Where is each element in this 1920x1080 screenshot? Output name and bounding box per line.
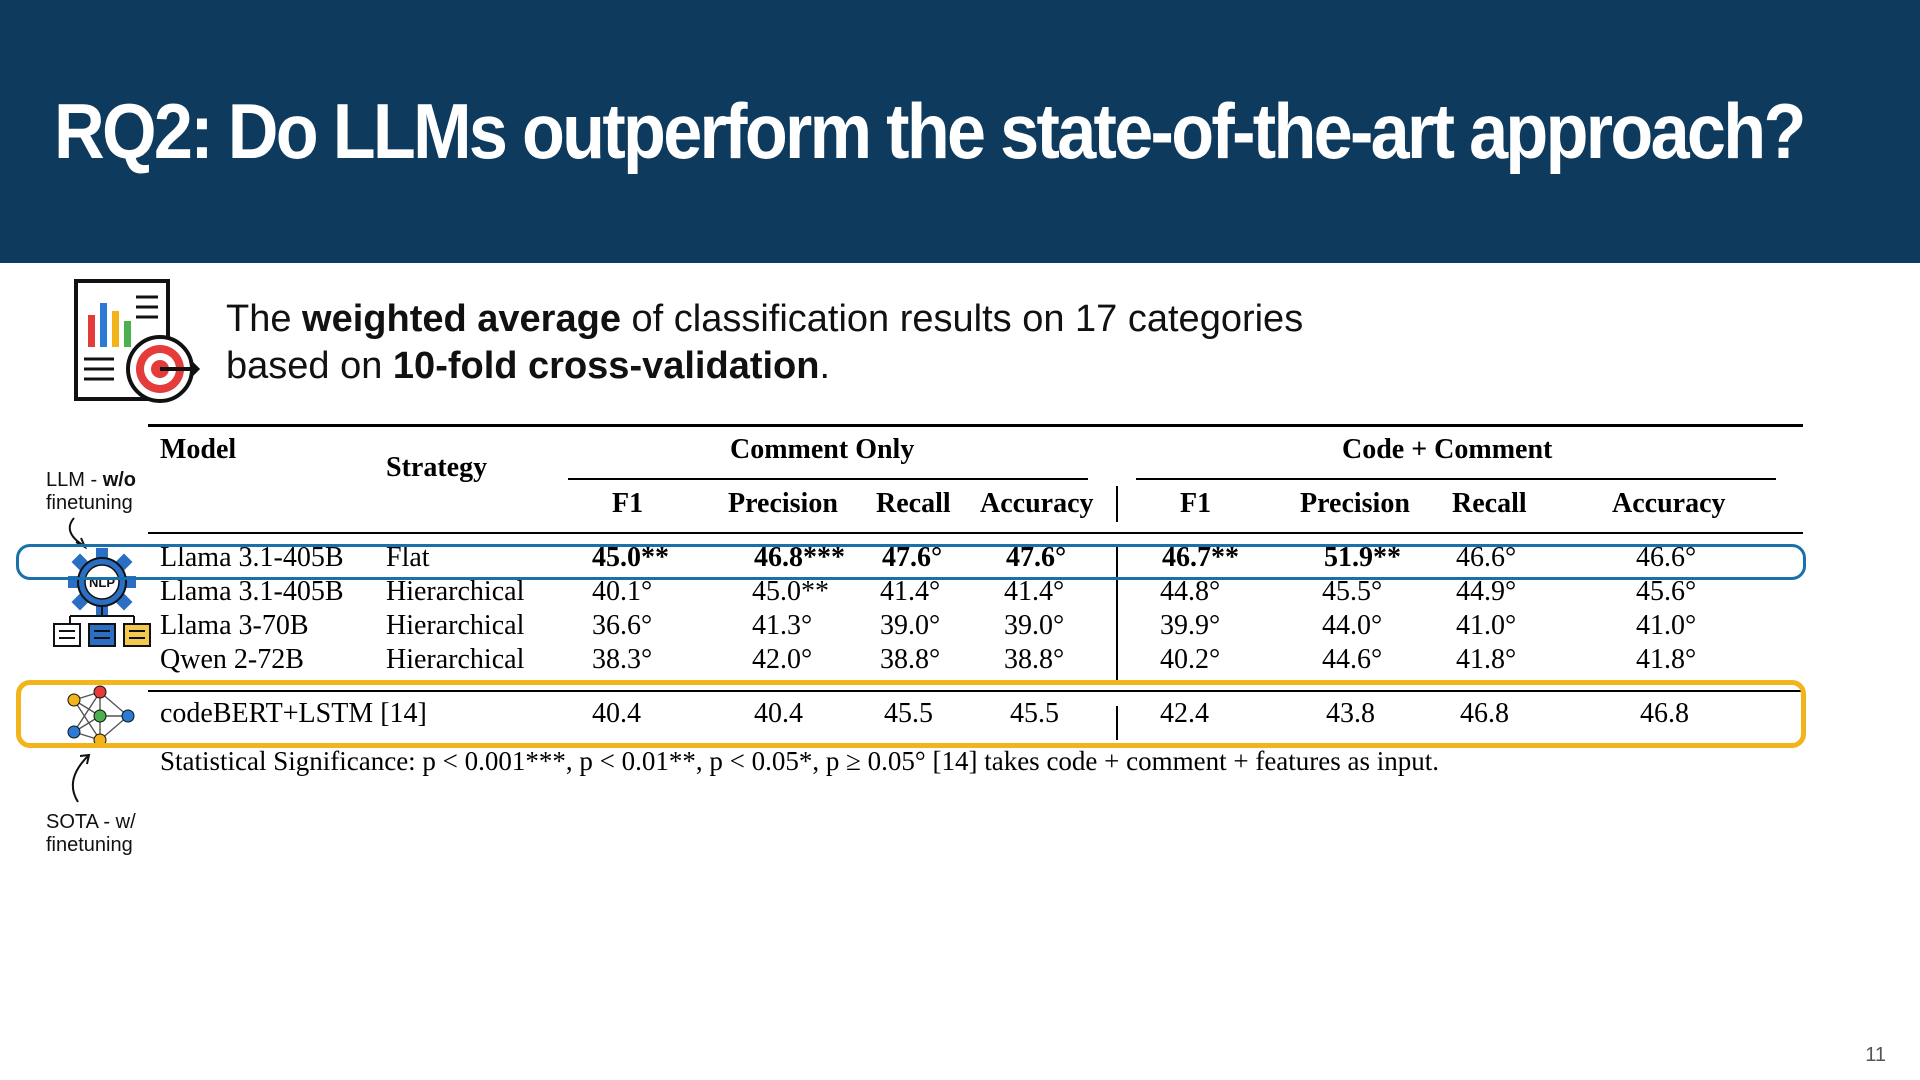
header-comment-only: Comment Only (730, 434, 915, 465)
table-cell: 38.8° (1004, 644, 1065, 675)
comment-group-rule (568, 478, 1088, 480)
header-rule (148, 532, 1803, 534)
sota-divider (1116, 706, 1118, 740)
table-cell: 46.8 (1460, 698, 1509, 729)
top-rule (148, 424, 1803, 427)
table-cell: 41.4° (1004, 576, 1065, 607)
header-banner: RQ2: Do LLMs outperform the state-of-the… (0, 0, 1920, 263)
header-accuracy: Accuracy (1612, 488, 1726, 519)
header-recall: Recall (1452, 488, 1527, 519)
header-f1: F1 (1180, 488, 1212, 519)
sota-arrow-icon (71, 753, 91, 803)
subtitle-emphasis: weighted average (302, 298, 621, 340)
table-cell: 46.6° (1636, 542, 1697, 573)
subtitle-text: . (819, 345, 831, 387)
table-cell: 40.1° (592, 576, 653, 607)
header-precision: Precision (728, 488, 838, 519)
table-cell: 41.0° (1636, 610, 1697, 641)
table-cell: 38.3° (592, 644, 653, 675)
header-model: Model (160, 434, 237, 465)
header-strategy: Strategy (386, 452, 488, 483)
subtitle-emphasis: 10-fold cross-validation (392, 345, 820, 387)
table-cell: 39.0° (1004, 610, 1065, 641)
table-row-model: Qwen 2-72B (160, 644, 304, 675)
table-cell: 40.2° (1160, 644, 1221, 675)
report-target-icon (74, 279, 201, 403)
table-cell: 41.8° (1456, 644, 1517, 675)
sota-highlight (16, 680, 1806, 748)
header-precision: Precision (1300, 488, 1410, 519)
table-cell: 45.0** (752, 576, 829, 607)
nlp-gear-icon: NLP (53, 548, 151, 647)
table-cell: 42.4 (1160, 698, 1209, 729)
header-f1: F1 (612, 488, 644, 519)
subtitle-text: of classification results on 17 categori… (620, 298, 1304, 340)
results-table: Model Strategy Comment Only Code + Comme… (148, 424, 1803, 794)
table-cell: 46.8 (1640, 698, 1689, 729)
table-cell: 45.6° (1636, 576, 1697, 607)
table-cell: 41.3° (752, 610, 813, 641)
table-cell: 46.6° (1456, 542, 1517, 573)
table-row-strategy: Flat (386, 542, 430, 573)
header-accuracy: Accuracy (980, 488, 1094, 519)
table-cell: 40.4 (592, 698, 641, 729)
llm-arrow-icon (68, 517, 88, 550)
table-cell: 45.5° (1322, 576, 1383, 607)
table-cell: 41.4° (880, 576, 941, 607)
header-recall: Recall (876, 488, 951, 519)
body-divider (1116, 546, 1118, 680)
code-group-rule (1136, 478, 1776, 480)
subtitle-text: The (226, 298, 303, 340)
table-cell: 41.8° (1636, 644, 1697, 675)
table-cell: 46.8*** (754, 542, 845, 573)
table-cell: 42.0° (752, 644, 813, 675)
table-row-strategy: Hierarchical (386, 610, 525, 641)
table-cell: 44.0° (1322, 610, 1383, 641)
llm-flat-highlight (16, 544, 1806, 580)
table-cell: 39.0° (880, 610, 941, 641)
table-cell: 45.5 (1010, 698, 1059, 729)
table-cell: 40.4 (754, 698, 803, 729)
table-cell: 47.6° (882, 542, 943, 573)
table-cell: 46.7** (1162, 542, 1239, 573)
table-cell: 36.6° (592, 610, 653, 641)
slide-title: RQ2: Do LLMs outperform the state-of-the… (54, 87, 1806, 175)
table-cell: 43.8 (1326, 698, 1375, 729)
table-cell: 44.9° (1456, 576, 1517, 607)
page-number: 11 (1865, 1044, 1886, 1066)
table-row-model: Llama 3.1-405B (160, 576, 344, 607)
llm-note-emphasis: w/o (102, 469, 137, 491)
table-cell: 39.9° (1160, 610, 1221, 641)
table-cell: 44.6° (1322, 644, 1383, 675)
sota-row-model: codeBERT+LSTM [14] (160, 698, 427, 729)
sota-note: SOTA - w/ finetuning (46, 811, 136, 857)
table-cell: 51.9** (1324, 542, 1401, 573)
table-cell: 41.0° (1456, 610, 1517, 641)
sota-note-text: SOTA - w/ (46, 811, 136, 833)
header-divider (1116, 486, 1118, 522)
table-cell: 38.8° (880, 644, 941, 675)
llm-note-text: LLM - (46, 469, 103, 491)
table-cell: 45.5 (884, 698, 933, 729)
table-row-model: Llama 3.1-405B (160, 542, 344, 573)
table-cell: 44.8° (1160, 576, 1221, 607)
table-cell: 45.0** (592, 542, 669, 573)
sota-rule (148, 690, 1803, 692)
llm-note: LLM - w/o finetuning (46, 469, 136, 515)
llm-note-text: finetuning (46, 492, 133, 514)
neural-network-icon (67, 685, 135, 747)
sota-note-text: finetuning (46, 834, 133, 856)
subtitle-text: based on (226, 345, 393, 387)
table-row-model: Llama 3-70B (160, 610, 309, 641)
header-code-comment: Code + Comment (1342, 434, 1553, 465)
table-row-strategy: Hierarchical (386, 644, 525, 675)
table-row-strategy: Hierarchical (386, 576, 525, 607)
slide-subtitle: The weighted average of classification r… (226, 296, 1303, 390)
table-footnote: Statistical Significance: p < 0.001***, … (160, 746, 1440, 776)
table-cell: 47.6° (1006, 542, 1067, 573)
